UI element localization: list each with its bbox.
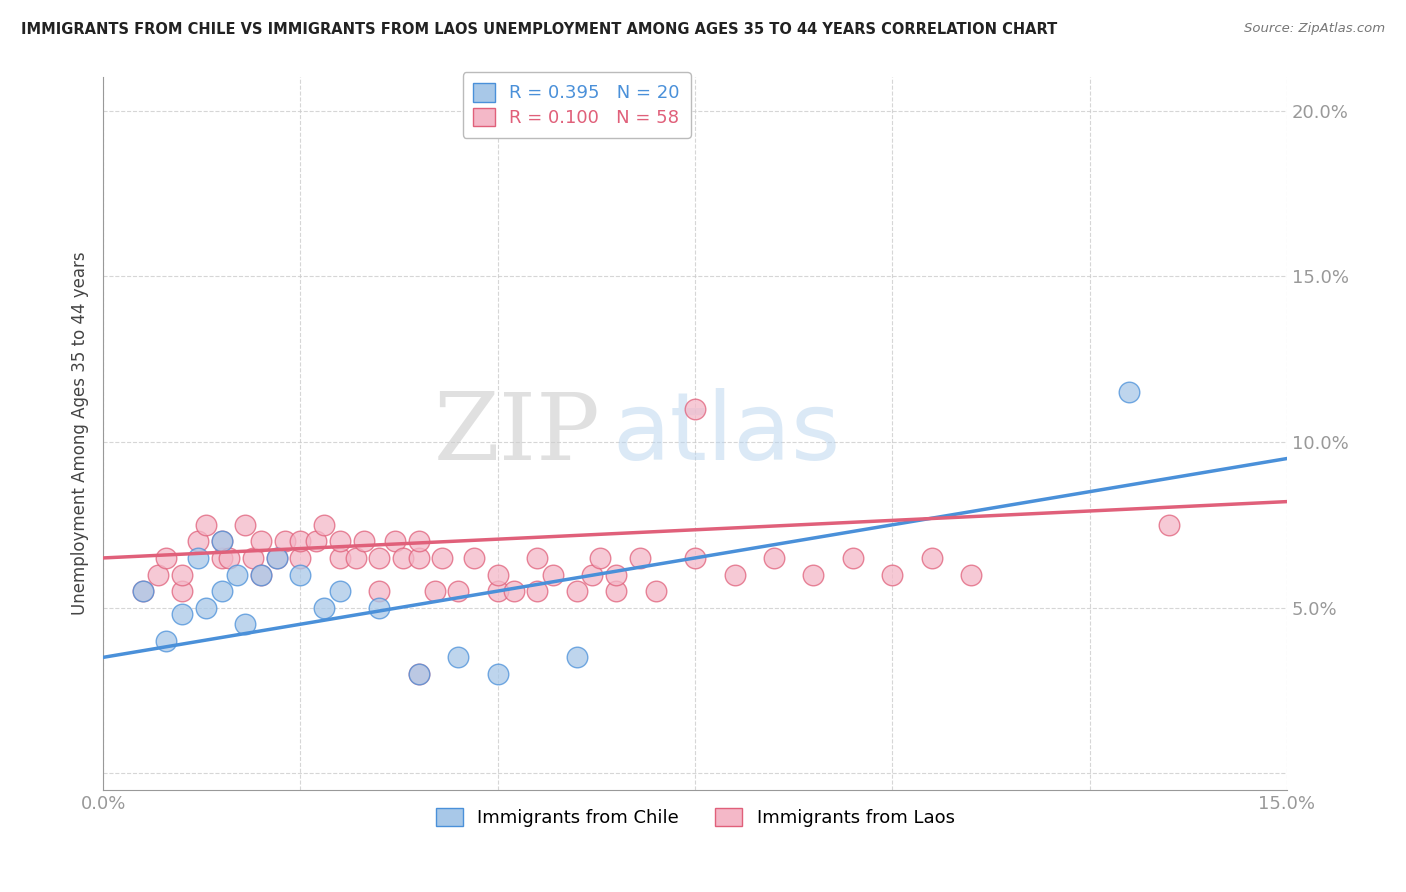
Point (187, 534, 209, 549)
Point (423, 584, 446, 599)
Point (921, 551, 943, 566)
Point (447, 650, 470, 665)
Point (187, 551, 209, 566)
Point (447, 584, 470, 599)
Point (211, 534, 233, 549)
Point (290, 567, 312, 582)
Point (408, 667, 430, 681)
Point (803, 567, 825, 582)
Point (211, 551, 233, 566)
Point (628, 551, 651, 566)
Point (226, 567, 249, 582)
Point (266, 551, 288, 566)
Point (329, 584, 352, 599)
Point (250, 534, 273, 549)
Point (233, 617, 256, 632)
Point (384, 534, 406, 549)
Point (408, 667, 430, 681)
Point (170, 584, 193, 599)
Point (250, 567, 273, 582)
Point (723, 567, 745, 582)
Point (368, 600, 391, 615)
Point (368, 584, 391, 599)
Point (486, 567, 509, 582)
Point (486, 667, 509, 681)
Point (541, 567, 564, 582)
Point (155, 551, 177, 566)
Point (266, 551, 288, 566)
Point (408, 534, 430, 549)
Point (305, 534, 328, 549)
Point (486, 584, 509, 599)
Text: IMMIGRANTS FROM CHILE VS IMMIGRANTS FROM LAOS UNEMPLOYMENT AMONG AGES 35 TO 44 Y: IMMIGRANTS FROM CHILE VS IMMIGRANTS FROM… (21, 22, 1057, 37)
Text: Source: ZipAtlas.com: Source: ZipAtlas.com (1244, 22, 1385, 36)
Point (502, 584, 524, 599)
Point (131, 584, 153, 599)
Point (683, 551, 706, 566)
Text: ZIP: ZIP (433, 389, 600, 479)
Point (233, 517, 256, 532)
Point (155, 633, 177, 648)
Point (329, 534, 352, 549)
Point (329, 551, 352, 566)
Point (581, 567, 603, 582)
Point (683, 401, 706, 416)
Point (344, 551, 367, 566)
Point (605, 584, 627, 599)
Point (644, 584, 666, 599)
Point (368, 551, 391, 566)
Point (1118, 385, 1140, 400)
Y-axis label: Unemployment Among Ages 35 to 44 years: Unemployment Among Ages 35 to 44 years (72, 252, 89, 615)
Point (526, 551, 548, 566)
Point (170, 607, 193, 622)
Point (290, 534, 312, 549)
Point (211, 534, 233, 549)
Point (290, 551, 312, 566)
Point (432, 551, 454, 566)
Point (148, 567, 170, 582)
Point (526, 584, 548, 599)
Point (1157, 517, 1180, 532)
Point (392, 551, 415, 566)
Point (463, 551, 485, 566)
Point (314, 517, 336, 532)
Point (211, 584, 233, 599)
Point (131, 584, 153, 599)
Point (882, 567, 904, 582)
Point (194, 600, 217, 615)
Point (314, 600, 336, 615)
Point (960, 567, 983, 582)
Point (605, 567, 627, 582)
Point (194, 517, 217, 532)
Point (408, 551, 430, 566)
Point (250, 567, 273, 582)
Point (565, 584, 588, 599)
Point (842, 551, 865, 566)
Point (170, 567, 193, 582)
Point (589, 551, 612, 566)
Point (273, 534, 295, 549)
Point (565, 650, 588, 665)
Point (218, 551, 240, 566)
Point (242, 551, 264, 566)
Point (353, 534, 375, 549)
Text: atlas: atlas (612, 388, 841, 480)
Point (762, 551, 785, 566)
Legend: Immigrants from Chile, Immigrants from Laos: Immigrants from Chile, Immigrants from L… (429, 800, 962, 834)
